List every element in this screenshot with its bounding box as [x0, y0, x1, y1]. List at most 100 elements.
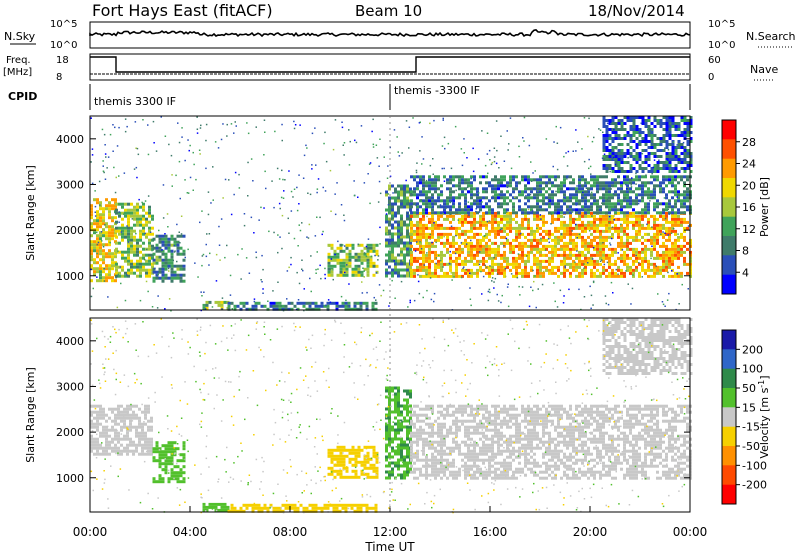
power-cell — [623, 244, 626, 248]
velocity-cell — [354, 469, 358, 473]
power-speck — [522, 137, 524, 139]
power-cell — [464, 205, 467, 209]
power-cell — [620, 268, 623, 272]
velocity-cell — [129, 440, 132, 444]
power-cell — [593, 214, 596, 218]
power-cell — [554, 184, 557, 188]
power-cell — [327, 273, 331, 277]
power-speck — [180, 233, 183, 235]
power-cell — [419, 175, 422, 179]
power-cell — [620, 253, 623, 257]
power-cell — [635, 131, 639, 134]
power-speck — [151, 249, 153, 252]
power-cell — [369, 264, 373, 268]
power-cell — [394, 256, 397, 260]
power-cell — [348, 243, 352, 247]
power-cell — [554, 265, 557, 269]
power-speck — [564, 265, 566, 267]
power-cell — [497, 226, 500, 230]
power-cell — [536, 250, 539, 254]
power-cell — [581, 229, 584, 233]
velocity-cell — [99, 413, 102, 417]
power-cell — [629, 214, 632, 218]
power-cell — [587, 208, 590, 212]
velocity-cell — [205, 508, 209, 512]
power-cell — [494, 250, 497, 254]
power-cell — [99, 249, 102, 253]
power-cell — [662, 137, 666, 140]
power-cell — [590, 271, 593, 275]
power-cell — [470, 223, 473, 227]
power-speck — [357, 196, 359, 198]
power-cell — [656, 256, 659, 260]
power-cell — [536, 229, 539, 233]
power-cell — [587, 214, 590, 218]
power-cell — [644, 208, 647, 212]
power-speck — [574, 261, 576, 264]
power-speck — [250, 158, 253, 160]
velocity-cell — [254, 503, 258, 507]
power-cell — [485, 259, 488, 263]
power-cell — [108, 225, 111, 229]
velocity-cell — [147, 446, 150, 450]
power-cell — [437, 193, 440, 197]
power-cell — [461, 193, 464, 197]
power-cell — [512, 178, 515, 182]
power-cell — [428, 199, 431, 203]
power-speck — [469, 272, 471, 274]
power-cell — [620, 128, 624, 131]
power-speck — [91, 154, 94, 156]
velocity-cell — [135, 416, 138, 420]
power-cell — [581, 226, 584, 230]
power-speck — [528, 144, 531, 147]
power-cell — [671, 143, 675, 146]
power-cell — [293, 304, 297, 308]
power-cell — [683, 202, 686, 206]
power-cell — [662, 149, 666, 152]
power-cell — [428, 241, 431, 245]
power-speck — [168, 143, 170, 146]
power-speck — [467, 201, 470, 203]
power-speck — [627, 283, 629, 285]
power-cell — [626, 244, 629, 248]
power-speck — [417, 280, 420, 283]
power-speck — [414, 250, 417, 252]
power-cell — [515, 214, 518, 218]
velocity-cell — [164, 471, 168, 475]
power-cell — [130, 262, 133, 266]
power-cell — [391, 235, 394, 239]
power-cell — [458, 247, 461, 251]
power-cell — [400, 217, 403, 221]
power-cell — [677, 244, 680, 248]
power-cell — [176, 273, 180, 277]
power-cell — [482, 211, 485, 215]
velocity-cell — [105, 425, 108, 429]
velocity-cell — [179, 471, 183, 475]
velocity-cell — [117, 431, 120, 435]
power-speck — [553, 141, 555, 143]
power-speck — [135, 147, 137, 149]
power-cell — [400, 259, 403, 263]
velocity-cell — [330, 472, 334, 476]
power-cell — [521, 253, 524, 257]
power-cell — [142, 247, 145, 251]
velocity-cell — [330, 466, 334, 470]
power-cell — [662, 167, 666, 170]
velocity-cell — [150, 440, 153, 444]
power-speck — [247, 132, 250, 135]
power-cell — [605, 175, 608, 179]
power-cell — [542, 208, 545, 212]
power-speck — [539, 214, 542, 216]
velocity-cell — [257, 503, 261, 507]
power-cell — [671, 152, 675, 155]
power-cell — [635, 175, 638, 179]
power-cell — [662, 116, 666, 119]
power-cell — [602, 229, 605, 233]
power-cell — [413, 232, 416, 236]
power-cell — [566, 256, 569, 260]
power-cell — [108, 240, 111, 244]
power-speck — [255, 251, 257, 253]
power-cell — [345, 267, 349, 271]
power-cell — [102, 231, 105, 235]
power-speck — [245, 257, 248, 259]
